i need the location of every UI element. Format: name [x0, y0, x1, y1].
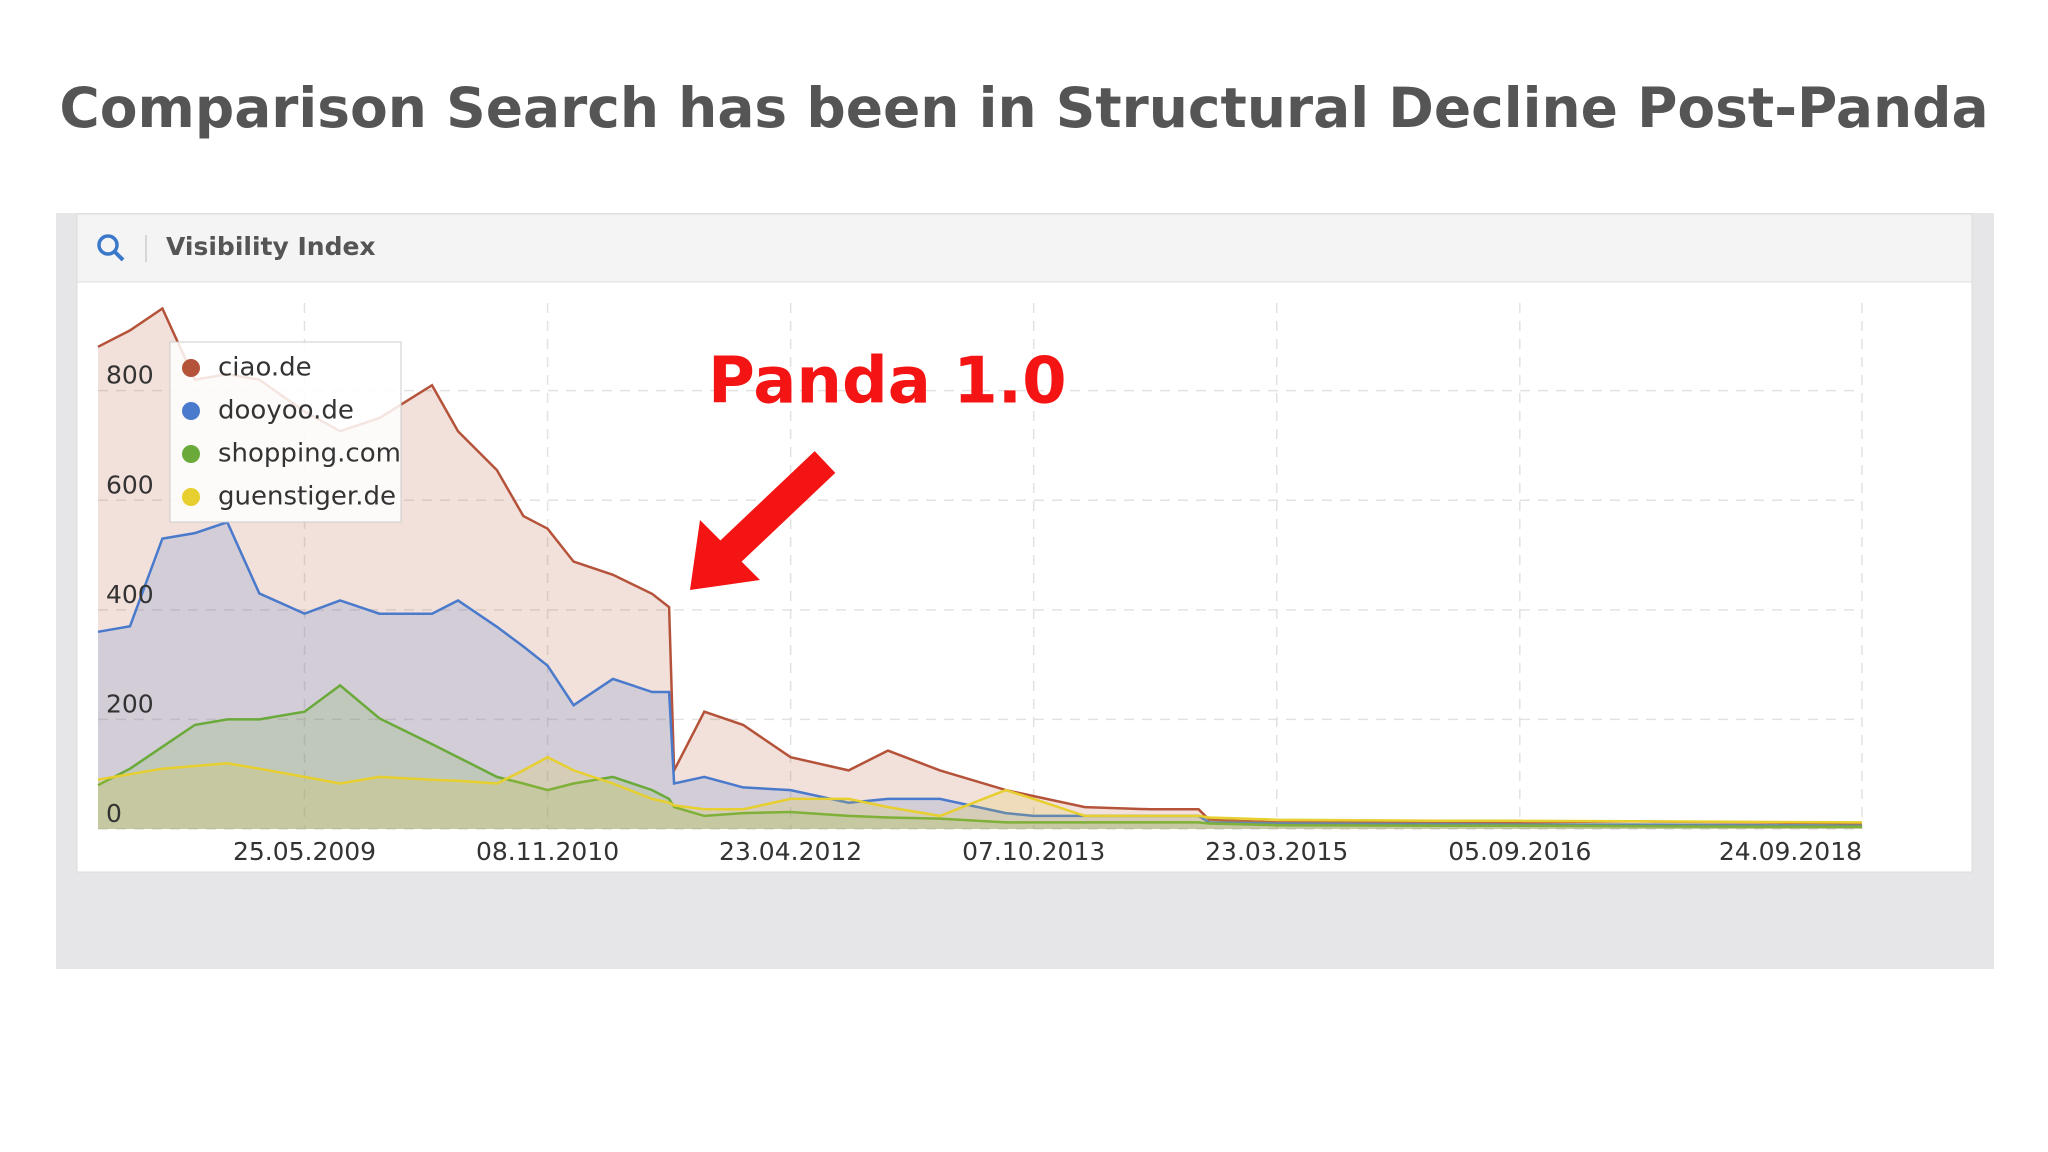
slide-title: Comparison Search has been in Structural…: [59, 76, 1988, 140]
legend-box: [169, 341, 402, 523]
search-icon: [113, 250, 125, 262]
legend-label: guenstiger.de: [218, 482, 396, 512]
y-tick-label: 800: [106, 361, 154, 390]
annotation: Panda 1.0: [708, 345, 1067, 419]
x-tick-label: 24.09.2018: [1719, 837, 1862, 866]
card: [76, 213, 1973, 873]
legend-marker: [182, 402, 200, 420]
legend-label: dooyoo.de: [218, 396, 354, 426]
legend-marker: [182, 488, 200, 506]
area: [98, 308, 1862, 829]
legend-marker: [182, 445, 200, 463]
x-tick-label: 23.03.2015: [1205, 837, 1348, 866]
y-tick-label: 400: [106, 580, 154, 609]
arrow-shaft: [719, 451, 836, 563]
y-tick-label: 600: [106, 470, 154, 499]
y-tick-label: 200: [106, 689, 154, 718]
x-tick-label: 23.04.2012: [719, 837, 862, 866]
legend-label: shopping.com: [218, 439, 401, 469]
series-line: [97, 683, 1862, 829]
card-header: [76, 213, 1973, 283]
y-tick-label: 0: [106, 799, 122, 828]
legend-marker: [182, 359, 200, 377]
legend-label: ciao.de: [218, 353, 312, 383]
area: [98, 522, 1862, 829]
x-tick-label: 05.09.2016: [1448, 837, 1591, 866]
series-line: [97, 755, 1863, 824]
x-tick-label: 08.11.2010: [476, 837, 619, 866]
area: [98, 757, 1862, 829]
x-tick-label: 07.10.2013: [962, 837, 1105, 866]
search-icon: [97, 234, 119, 256]
arrow-head: [690, 520, 760, 590]
area: [98, 685, 1862, 829]
x-tick-label: 25.05.2009: [233, 837, 376, 866]
panel-header: Visibility Index: [166, 232, 376, 261]
